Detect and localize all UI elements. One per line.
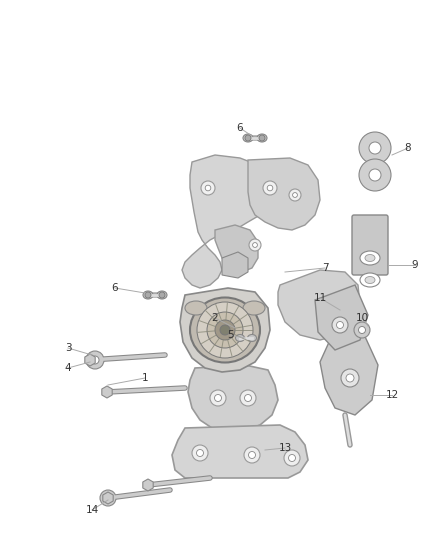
Text: 4: 4 bbox=[65, 363, 71, 373]
Circle shape bbox=[359, 132, 391, 164]
Circle shape bbox=[346, 374, 354, 382]
Circle shape bbox=[332, 317, 348, 333]
Polygon shape bbox=[180, 288, 270, 372]
Circle shape bbox=[249, 239, 261, 251]
Circle shape bbox=[289, 455, 296, 462]
Ellipse shape bbox=[365, 277, 375, 284]
Ellipse shape bbox=[207, 312, 243, 348]
Polygon shape bbox=[85, 354, 95, 366]
Text: 8: 8 bbox=[405, 143, 411, 153]
Polygon shape bbox=[143, 479, 153, 491]
Ellipse shape bbox=[185, 301, 207, 315]
Polygon shape bbox=[172, 425, 308, 478]
Polygon shape bbox=[182, 155, 268, 288]
Circle shape bbox=[100, 490, 116, 506]
Circle shape bbox=[215, 394, 222, 401]
Circle shape bbox=[354, 322, 370, 338]
Ellipse shape bbox=[243, 134, 253, 142]
Text: 7: 7 bbox=[321, 263, 328, 273]
Circle shape bbox=[145, 292, 151, 298]
Circle shape bbox=[86, 351, 104, 369]
Ellipse shape bbox=[257, 134, 267, 142]
Polygon shape bbox=[103, 492, 113, 504]
Circle shape bbox=[205, 185, 211, 191]
Circle shape bbox=[341, 369, 359, 387]
Text: 14: 14 bbox=[85, 505, 99, 515]
Polygon shape bbox=[248, 158, 320, 230]
Ellipse shape bbox=[360, 251, 380, 265]
Circle shape bbox=[244, 447, 260, 463]
Circle shape bbox=[210, 390, 226, 406]
Ellipse shape bbox=[360, 273, 380, 287]
Ellipse shape bbox=[190, 297, 260, 362]
Ellipse shape bbox=[197, 302, 253, 358]
Polygon shape bbox=[188, 365, 278, 432]
Ellipse shape bbox=[215, 320, 235, 340]
Polygon shape bbox=[315, 285, 368, 350]
Text: 13: 13 bbox=[279, 443, 292, 453]
Circle shape bbox=[284, 450, 300, 466]
Circle shape bbox=[91, 356, 99, 364]
Circle shape bbox=[336, 321, 343, 328]
Circle shape bbox=[259, 135, 265, 141]
Circle shape bbox=[289, 189, 301, 201]
Circle shape bbox=[267, 185, 273, 191]
Circle shape bbox=[369, 169, 381, 181]
Circle shape bbox=[240, 390, 256, 406]
Text: 9: 9 bbox=[412, 260, 418, 270]
Text: 10: 10 bbox=[356, 313, 368, 323]
Circle shape bbox=[105, 495, 112, 502]
Circle shape bbox=[369, 142, 381, 154]
Text: 12: 12 bbox=[385, 390, 399, 400]
Circle shape bbox=[263, 181, 277, 195]
Ellipse shape bbox=[236, 335, 244, 342]
Circle shape bbox=[358, 327, 365, 334]
FancyBboxPatch shape bbox=[352, 215, 388, 275]
Ellipse shape bbox=[243, 301, 265, 315]
Polygon shape bbox=[222, 252, 248, 278]
Text: 3: 3 bbox=[65, 343, 71, 353]
Circle shape bbox=[192, 445, 208, 461]
Circle shape bbox=[244, 394, 251, 401]
Circle shape bbox=[359, 159, 391, 191]
Circle shape bbox=[253, 243, 258, 247]
Circle shape bbox=[201, 181, 215, 195]
Text: 2: 2 bbox=[212, 313, 218, 323]
Polygon shape bbox=[102, 386, 112, 398]
Ellipse shape bbox=[220, 325, 230, 335]
Polygon shape bbox=[278, 270, 360, 340]
Circle shape bbox=[248, 451, 255, 458]
Ellipse shape bbox=[365, 254, 375, 262]
Text: 11: 11 bbox=[313, 293, 327, 303]
Ellipse shape bbox=[247, 335, 257, 342]
Circle shape bbox=[245, 135, 251, 141]
Ellipse shape bbox=[143, 291, 153, 299]
Polygon shape bbox=[320, 330, 378, 415]
Circle shape bbox=[293, 192, 297, 197]
Circle shape bbox=[159, 292, 165, 298]
Text: 1: 1 bbox=[141, 373, 148, 383]
Text: 6: 6 bbox=[112, 283, 118, 293]
Circle shape bbox=[197, 449, 204, 456]
Polygon shape bbox=[215, 225, 258, 272]
Ellipse shape bbox=[157, 291, 167, 299]
Text: 5: 5 bbox=[227, 330, 233, 340]
Text: 6: 6 bbox=[237, 123, 244, 133]
